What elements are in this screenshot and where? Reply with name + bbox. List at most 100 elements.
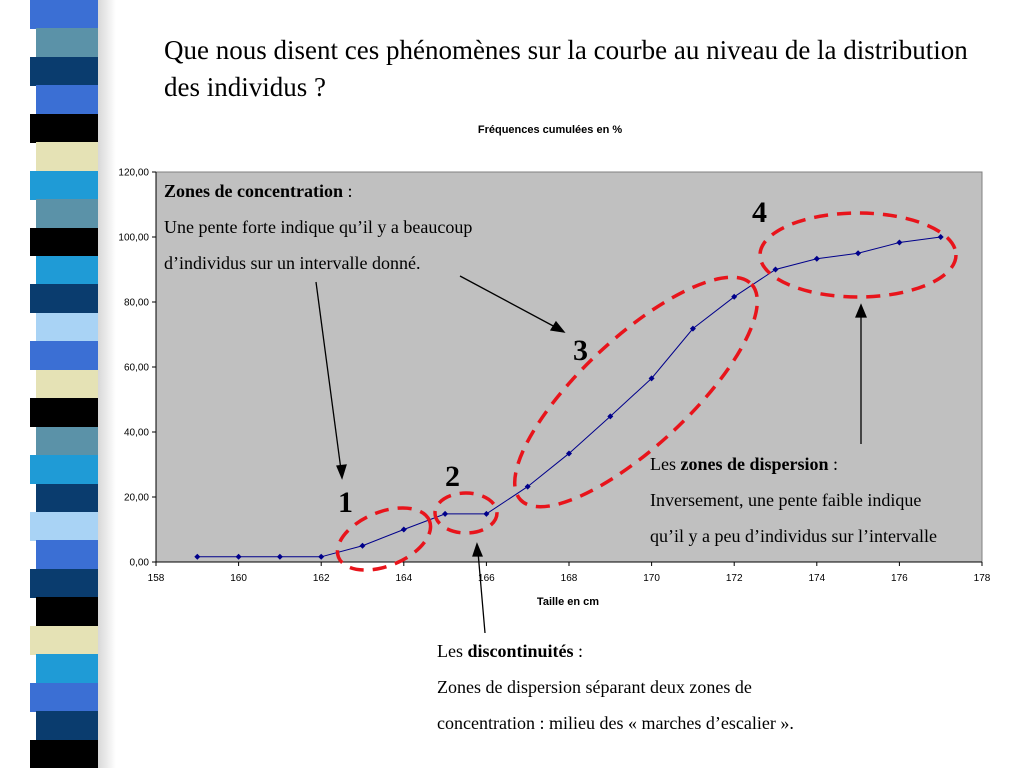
concentration-heading: Zones de concentration : [164, 173, 472, 209]
data-point [855, 250, 862, 257]
x-tick-label: 158 [148, 573, 165, 584]
dispersion-line-1: Inversement, une pente faible indique [650, 490, 922, 510]
y-tick-label: 0,00 [130, 558, 150, 569]
x-axis-label: Taille en cm [537, 596, 599, 608]
arrow-concentration-1-head [336, 464, 347, 480]
arrow-concentration-3 [459, 275, 558, 329]
y-tick-label: 100,00 [118, 233, 149, 244]
stripe-band [30, 56, 98, 86]
stripe-band [30, 682, 98, 712]
x-tick-label: 176 [891, 573, 908, 584]
y-tick-label: 120,00 [118, 168, 149, 179]
x-tick-label: 174 [808, 573, 825, 584]
zone-number-1: 1 [338, 486, 353, 519]
x-tick-label: 178 [974, 573, 991, 584]
data-point [483, 510, 490, 517]
stripe-band [30, 170, 98, 200]
arrow-discontinuity-2 [477, 551, 486, 634]
chart-title: Fréquences cumulées en % [478, 124, 622, 136]
zone-4-ellipse [758, 211, 958, 299]
x-tick-label: 166 [478, 573, 495, 584]
stripe-shadow [98, 0, 116, 768]
data-point [648, 375, 655, 382]
stripe-band [36, 597, 98, 627]
stripe-band [36, 142, 98, 172]
data-point [318, 553, 325, 560]
discontinuity-line-1: Zones de dispersion séparant deux zones … [437, 677, 752, 697]
discontinuity-colon: : [573, 641, 584, 661]
zone-2-ellipse [433, 491, 499, 535]
y-tick-label: 20,00 [124, 493, 149, 504]
stripe-band [30, 341, 98, 371]
concentration-colon: : [343, 181, 353, 201]
x-tick-label: 162 [313, 573, 330, 584]
stripe-band [30, 113, 98, 143]
stripe-band [36, 85, 98, 115]
data-point [276, 553, 283, 560]
zone-number-2: 2 [445, 460, 460, 493]
plot-area [155, 171, 983, 563]
dispersion-line-2: qu’il y a peu d’individus sur l’interval… [650, 526, 937, 546]
stripe-band [36, 540, 98, 570]
x-tick-label: 164 [395, 573, 412, 584]
data-point [524, 483, 531, 490]
data-point [937, 234, 944, 240]
stripe-band [36, 312, 98, 342]
data-point [731, 293, 738, 300]
dispersion-colon: : [828, 454, 839, 474]
dispersion-note: Les zones de dispersion : Inversement, u… [650, 446, 937, 554]
slide-title: Que nous disent ces phénomènes sur la co… [164, 35, 968, 102]
y-tick-label: 60,00 [124, 363, 149, 374]
x-tick-label: 170 [643, 573, 660, 584]
stripe-band [36, 483, 98, 513]
concentration-title: Zones de concentration [164, 181, 343, 201]
zone-1-ellipse [335, 506, 433, 572]
arrow-concentration-3-head [549, 320, 566, 333]
y-tick-label: 40,00 [124, 428, 149, 439]
data-point [896, 239, 903, 246]
concentration-note: Zones de concentration : Une pente forte… [164, 173, 472, 281]
data-point [566, 450, 572, 457]
x-tick-label: 160 [230, 573, 247, 584]
stripe-band [36, 654, 98, 684]
dispersion-prefix: Les [650, 454, 681, 474]
concentration-line-2: d’individus sur un intervalle donné. [164, 253, 421, 273]
zone-number-4: 4 [752, 196, 767, 229]
dispersion-title: zones de dispersion [680, 454, 829, 474]
stripe-band [36, 256, 98, 285]
axes: 158 160 162 164 166 168 170 172 174 176 178 0,00 20,… [118, 168, 990, 585]
decorative-stripe-bar [30, 0, 98, 768]
stripe-band [30, 0, 98, 29]
discontinuity-note: Les discontinuités : Zones de dispersion… [437, 633, 794, 741]
stripe-band [36, 426, 98, 456]
stripe-band [36, 711, 98, 741]
arrow-discontinuity-2-head [472, 542, 483, 557]
x-tick-label: 172 [726, 573, 743, 584]
discontinuity-heading: Les discontinuités : [437, 633, 794, 669]
stripe-band [36, 369, 98, 399]
discontinuity-title: discontinuités [467, 641, 574, 661]
data-point [400, 526, 407, 533]
stripe-band [36, 199, 98, 229]
discontinuity-line-2: concentration : milieu des « marches d’e… [437, 713, 794, 733]
data-point [235, 553, 242, 560]
data-point [359, 542, 366, 549]
data-point [607, 413, 614, 420]
concentration-line-1: Une pente forte indique qu’il y a beauco… [164, 217, 473, 237]
data-point [689, 325, 696, 332]
arrow-concentration-1 [315, 281, 342, 471]
series-group [194, 234, 944, 560]
stripe-band [30, 398, 98, 428]
data-point [442, 510, 449, 517]
dispersion-heading: Les zones de dispersion : [650, 446, 937, 482]
stripe-band [30, 455, 98, 485]
x-tick-label: 168 [561, 573, 578, 584]
stripe-band [30, 512, 98, 541]
arrow-dispersion-4-head [855, 303, 867, 318]
stripe-band [30, 568, 98, 598]
stripe-band [30, 284, 98, 314]
stripe-band [30, 625, 98, 655]
data-point [194, 553, 201, 560]
discontinuity-prefix: Les [437, 641, 468, 661]
